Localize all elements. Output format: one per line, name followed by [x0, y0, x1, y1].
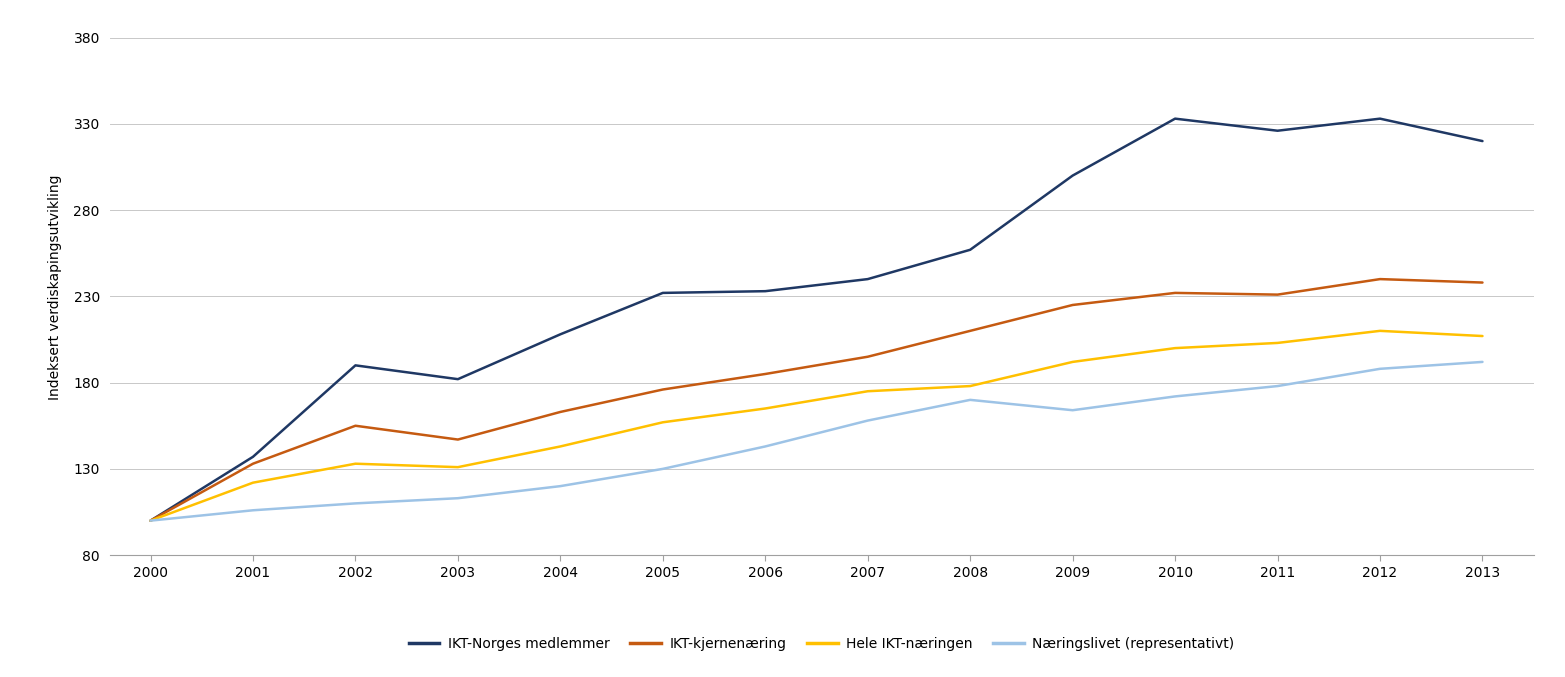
Næringslivet (representativt): [346, 500, 365, 508]
IKT-kjernenæring: [1473, 278, 1491, 286]
Næringslivet (representativt): [1166, 393, 1185, 401]
IKT-kjernenæring: [449, 435, 468, 443]
Hele IKT-næringen: [551, 442, 570, 450]
Næringslivet (representativt): [1268, 382, 1286, 390]
Hele IKT-næringen: [346, 460, 365, 468]
Næringslivet (representativt): [756, 442, 775, 450]
IKT-Norges medlemmer: [1371, 114, 1390, 123]
Hele IKT-næringen: [1063, 358, 1081, 366]
IKT-Norges medlemmer: [346, 362, 365, 370]
Line: IKT-Norges medlemmer: IKT-Norges medlemmer: [150, 118, 1482, 521]
Næringslivet (representativt): [551, 482, 570, 490]
Hele IKT-næringen: [1371, 327, 1390, 335]
IKT-Norges medlemmer: [961, 246, 980, 254]
Næringslivet (representativt): [449, 494, 468, 502]
Line: Hele IKT-næringen: Hele IKT-næringen: [150, 331, 1482, 521]
Næringslivet (representativt): [1473, 358, 1491, 366]
Hele IKT-næringen: [654, 418, 673, 427]
Hele IKT-næringen: [858, 387, 876, 395]
Hele IKT-næringen: [1166, 344, 1185, 352]
IKT-Norges medlemmer: [1166, 114, 1185, 123]
IKT-Norges medlemmer: [244, 453, 263, 461]
Hele IKT-næringen: [1473, 332, 1491, 340]
IKT-kjernenæring: [1268, 290, 1286, 299]
IKT-Norges medlemmer: [858, 275, 876, 283]
IKT-kjernenæring: [1063, 301, 1081, 309]
Næringslivet (representativt): [961, 396, 980, 404]
Hele IKT-næringen: [244, 479, 263, 487]
Line: Næringslivet (representativt): Næringslivet (representativt): [150, 362, 1482, 521]
IKT-kjernenæring: [1166, 289, 1185, 297]
Næringslivet (representativt): [1371, 365, 1390, 373]
IKT-Norges medlemmer: [551, 330, 570, 338]
Hele IKT-næringen: [449, 463, 468, 471]
Næringslivet (representativt): [1063, 406, 1081, 414]
Hele IKT-næringen: [141, 517, 160, 525]
IKT-Norges medlemmer: [1473, 137, 1491, 145]
IKT-kjernenæring: [1371, 275, 1390, 283]
Legend: IKT-Norges medlemmer, IKT-kjernenæring, Hele IKT-næringen, Næringslivet (represe: IKT-Norges medlemmer, IKT-kjernenæring, …: [404, 632, 1239, 657]
IKT-Norges medlemmer: [141, 517, 160, 525]
IKT-kjernenæring: [654, 385, 673, 393]
IKT-kjernenæring: [961, 327, 980, 335]
IKT-Norges medlemmer: [654, 289, 673, 297]
Y-axis label: Indeksert verdiskapingsutvikling: Indeksert verdiskapingsutvikling: [49, 175, 63, 401]
IKT-Norges medlemmer: [449, 375, 468, 383]
Næringslivet (representativt): [858, 416, 876, 424]
IKT-kjernenæring: [756, 370, 775, 378]
IKT-kjernenæring: [141, 517, 160, 525]
IKT-kjernenæring: [551, 408, 570, 416]
IKT-Norges medlemmer: [1063, 171, 1081, 179]
Hele IKT-næringen: [961, 382, 980, 390]
IKT-kjernenæring: [346, 422, 365, 430]
Næringslivet (representativt): [244, 506, 263, 515]
Hele IKT-næringen: [1268, 339, 1286, 347]
IKT-Norges medlemmer: [756, 287, 775, 295]
IKT-Norges medlemmer: [1268, 127, 1286, 135]
IKT-kjernenæring: [244, 460, 263, 468]
Næringslivet (representativt): [141, 517, 160, 525]
Hele IKT-næringen: [756, 404, 775, 412]
IKT-kjernenæring: [858, 353, 876, 361]
Næringslivet (representativt): [654, 465, 673, 473]
Line: IKT-kjernenæring: IKT-kjernenæring: [150, 279, 1482, 521]
